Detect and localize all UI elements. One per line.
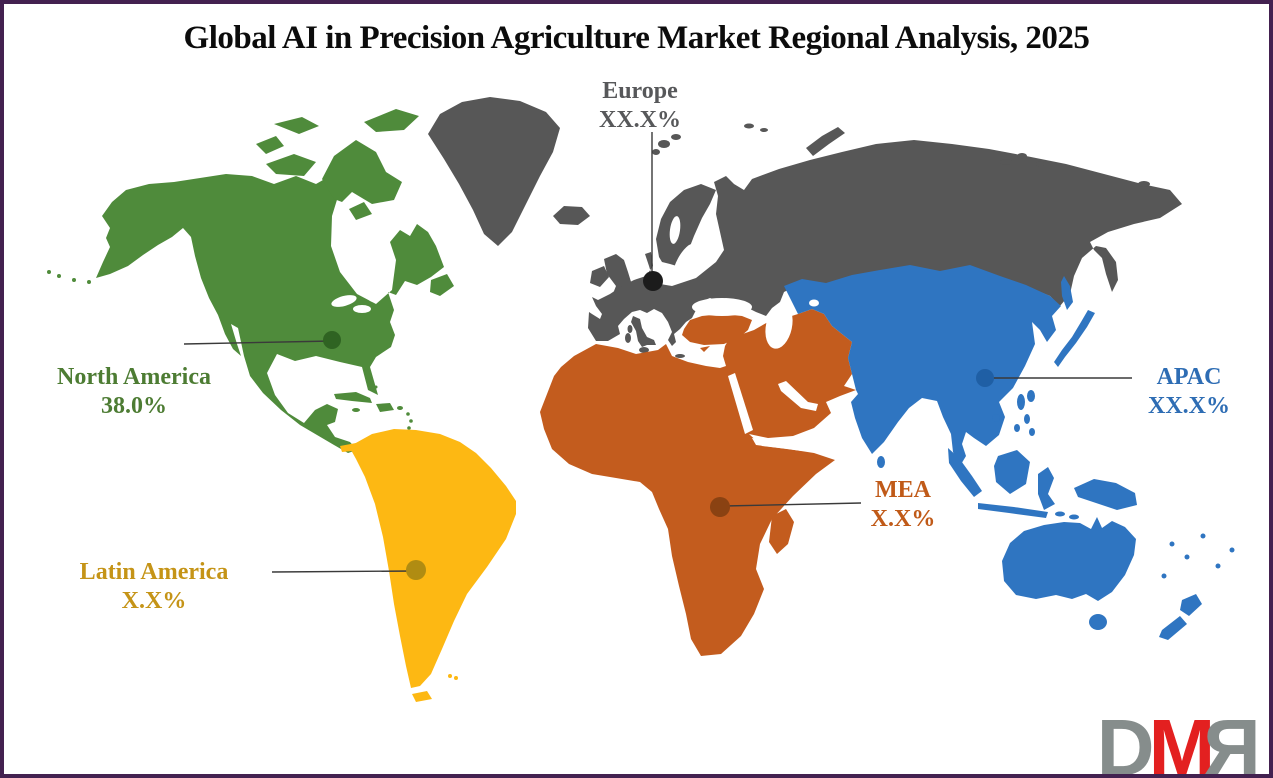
north-america-label-name: North America [57, 364, 211, 390]
dmr-logo: DMR [1096, 703, 1261, 778]
latin-america-label-value: X.X% [121, 588, 187, 614]
region-north-america-landmass [47, 109, 454, 453]
apac-label-name: APAC [1156, 364, 1222, 390]
region-europe-landmass [428, 97, 1182, 358]
sea-overlays [331, 216, 819, 451]
markers [183, 132, 1132, 573]
region-apac-landmass [784, 265, 1235, 640]
europe-label: Europe XX.X% [599, 77, 681, 135]
apac-label: APAC XX.X% [1148, 363, 1230, 421]
marker-dots [323, 271, 994, 580]
page-title: Global AI in Precision Agriculture Marke… [183, 20, 1090, 56]
north-america-label: North America 38.0% [57, 363, 211, 421]
latin-america-marker-dot [406, 560, 426, 580]
dmr-logo-letter-r: R [1209, 703, 1261, 778]
north-america-marker-dot [323, 331, 341, 349]
mea-label-name: MEA [874, 477, 931, 503]
mea-marker-dot [710, 497, 730, 517]
mea-leader-line [723, 502, 862, 507]
world-map [47, 97, 1235, 702]
europe-label-value: XX.X% [599, 107, 681, 133]
apac-marker-dot [976, 369, 994, 387]
region-mea-landmass [540, 309, 856, 656]
mea-label-value: X.X% [870, 506, 936, 532]
latin-america-label: Latin America X.X% [80, 558, 229, 616]
mea-label: MEA X.X% [871, 476, 936, 534]
dmr-logo-letter-d: D [1096, 703, 1155, 778]
europe-label-name: Europe [602, 78, 678, 104]
dmr-logo-letter-m: M [1148, 703, 1216, 778]
north-america-label-value: 38.0% [100, 393, 167, 419]
north-america-leader-line [183, 340, 333, 345]
latin-america-label-name: Latin America [79, 559, 229, 585]
europe-marker-dot [643, 271, 663, 291]
region-latin-america-landmass [340, 429, 516, 702]
apac-label-value: XX.X% [1148, 393, 1230, 419]
latin-america-leader-line [271, 570, 416, 573]
